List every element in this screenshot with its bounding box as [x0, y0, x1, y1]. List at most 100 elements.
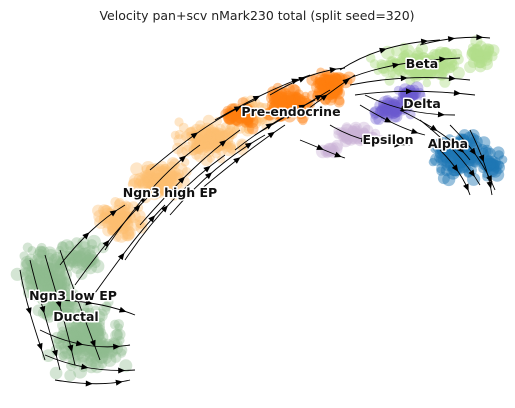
- cell-point: [195, 134, 206, 146]
- cell-point: [327, 88, 338, 99]
- cell-point: [435, 48, 444, 58]
- velocity-streamline: [59, 204, 126, 266]
- velocity-arrowhead: [81, 363, 89, 370]
- cell-point: [83, 249, 97, 263]
- cell-point: [382, 104, 394, 116]
- cell-point: [60, 277, 71, 288]
- cell-point: [238, 110, 251, 123]
- cell-point: [54, 266, 66, 278]
- cell-point: [426, 67, 439, 79]
- cell-point: [158, 165, 169, 176]
- cell-point: [117, 348, 127, 358]
- cell-point: [290, 92, 303, 106]
- cell-point: [344, 136, 353, 145]
- cell-point: [160, 173, 171, 185]
- cell-point: [28, 286, 42, 300]
- cell-point: [412, 60, 423, 71]
- cell-point: [281, 102, 292, 112]
- cell-point: [281, 104, 296, 119]
- cell-point: [332, 79, 343, 90]
- cell-point: [333, 96, 345, 108]
- cell-point: [486, 158, 498, 170]
- cell-point: [50, 306, 59, 315]
- velocity-arrowhead: [329, 67, 337, 74]
- cell-point: [169, 171, 179, 181]
- cell-point: [146, 181, 157, 192]
- cell-point: [328, 87, 340, 99]
- cell-point: [35, 275, 48, 287]
- cell-point: [69, 328, 82, 341]
- cell-point: [143, 183, 155, 196]
- cell-point: [324, 71, 333, 80]
- cell-point: [117, 210, 127, 220]
- cell-point: [51, 264, 66, 278]
- cell-point: [146, 180, 159, 193]
- cell-point: [24, 253, 38, 267]
- cell-point: [306, 99, 316, 109]
- cell-point: [455, 156, 468, 169]
- cell-point: [486, 164, 499, 178]
- cell-point: [204, 143, 213, 152]
- cell-point: [119, 225, 129, 235]
- cell-point: [230, 111, 241, 122]
- cell-point: [414, 63, 425, 74]
- cell-point: [240, 110, 249, 120]
- velocity-arrowhead: [316, 144, 324, 150]
- cell-point: [148, 172, 158, 182]
- cell-point: [380, 110, 391, 120]
- cell-point: [282, 102, 291, 111]
- cell-point: [202, 141, 213, 152]
- cell-point: [457, 149, 469, 160]
- cell-point: [480, 57, 493, 71]
- cell-point: [142, 177, 156, 191]
- cell-point: [206, 139, 217, 150]
- cell-point: [200, 135, 215, 149]
- cell-point: [92, 334, 107, 348]
- cell-point: [320, 74, 331, 85]
- velocity-streamline: [439, 149, 471, 196]
- cell-point: [98, 204, 111, 217]
- cell-point: [333, 83, 343, 93]
- cell-point: [440, 164, 453, 177]
- cell-point: [78, 321, 87, 331]
- cell-point: [80, 344, 92, 355]
- cell-point: [400, 49, 414, 63]
- velocity-arrowhead: [360, 136, 369, 142]
- cell-point: [90, 329, 100, 339]
- cell-point: [410, 57, 424, 70]
- velocity-arrowhead: [314, 94, 323, 101]
- cell-point: [64, 318, 77, 331]
- cell-point: [388, 101, 403, 116]
- cell-point: [416, 52, 430, 66]
- cell-point: [32, 275, 44, 287]
- cell-point: [439, 142, 450, 153]
- cell-point: [460, 157, 471, 168]
- velocity-arrowhead: [284, 112, 293, 119]
- cell-point: [415, 59, 429, 72]
- cell-point: [414, 62, 428, 76]
- cell-point: [25, 279, 39, 293]
- cell-point: [83, 253, 96, 266]
- cell-point: [401, 57, 412, 68]
- cell-point: [249, 115, 259, 126]
- cell-point: [491, 160, 505, 174]
- velocity-streamline: [199, 124, 286, 191]
- cell-point: [324, 77, 336, 89]
- velocity-streamline: [299, 139, 346, 159]
- cluster-points-delta: [369, 81, 426, 125]
- cell-point: [274, 111, 285, 123]
- cell-point: [322, 78, 334, 90]
- cell-point: [243, 113, 257, 127]
- cell-point: [91, 305, 101, 315]
- cell-point: [121, 200, 131, 211]
- cell-point: [427, 68, 437, 78]
- cluster-points-ngn3-high-ep: [92, 95, 280, 243]
- cell-point: [237, 108, 250, 121]
- cell-point: [461, 162, 471, 172]
- cell-point: [183, 141, 194, 152]
- cluster-label-epsilon: Epsilon: [363, 132, 414, 147]
- cell-point: [148, 184, 158, 195]
- cell-point: [99, 211, 111, 223]
- cell-point: [20, 259, 33, 272]
- velocity-streamline: [449, 124, 496, 191]
